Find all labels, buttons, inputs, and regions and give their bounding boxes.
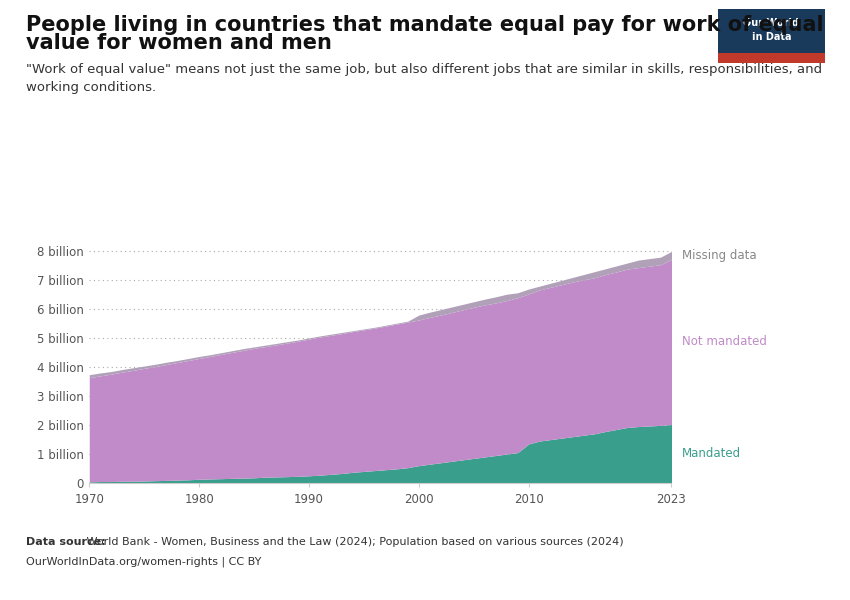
Text: "Work of equal value" means not just the same job, but also different jobs that : "Work of equal value" means not just the…	[26, 63, 822, 94]
Text: Missing data: Missing data	[682, 249, 756, 262]
FancyBboxPatch shape	[718, 9, 824, 53]
Text: Data source:: Data source:	[26, 537, 105, 547]
Text: World Bank - Women, Business and the Law (2024); Population based on various sou: World Bank - Women, Business and the Law…	[83, 537, 624, 547]
Text: OurWorldInData.org/women-rights | CC BY: OurWorldInData.org/women-rights | CC BY	[26, 556, 261, 566]
Text: Mandated: Mandated	[682, 447, 741, 460]
Text: Not mandated: Not mandated	[682, 335, 767, 349]
FancyBboxPatch shape	[718, 53, 824, 63]
Text: value for women and men: value for women and men	[26, 33, 332, 53]
Text: Our World
in Data: Our World in Data	[744, 17, 799, 41]
Text: People living in countries that mandate equal pay for work of equal: People living in countries that mandate …	[26, 15, 823, 35]
